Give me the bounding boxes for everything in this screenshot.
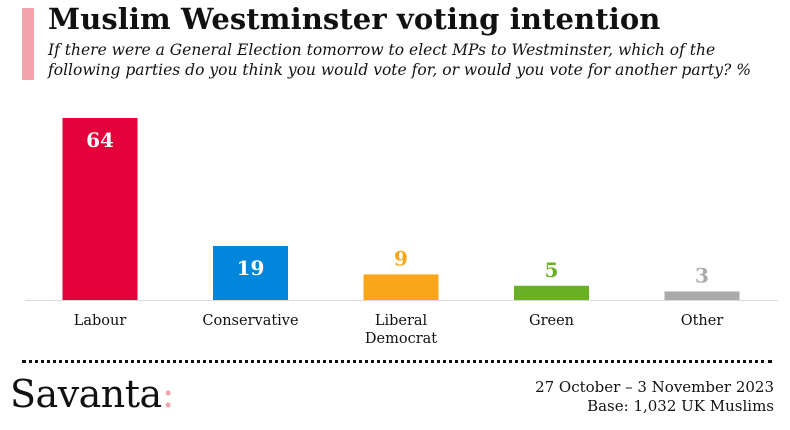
category-label-conservative: Conservative — [202, 313, 298, 329]
category-label-green: Green — [529, 313, 574, 329]
fieldwork-dates: 27 October – 3 November 2023 — [535, 378, 774, 396]
category-label-liberal-democrat: Liberal — [375, 313, 428, 329]
category-label-labour: Labour — [74, 313, 127, 329]
title-accent-bar — [22, 8, 34, 80]
data-label-other: 3 — [695, 263, 709, 287]
category-label-liberal-democrat: Democrat — [365, 331, 437, 347]
chart-subtitle: If there were a General Election tomorro… — [48, 41, 751, 79]
bar-conservative — [213, 245, 288, 300]
category-label-other: Other — [681, 313, 724, 329]
logo-colon: : — [161, 372, 175, 416]
footer-divider — [22, 360, 772, 363]
chart-title: Muslim Westminster voting intention — [48, 2, 661, 36]
data-label-liberal-democrat: 9 — [394, 246, 408, 270]
data-label-green: 5 — [545, 258, 559, 282]
data-label-labour: 64 — [86, 128, 114, 152]
logo-text: Savanta — [10, 372, 162, 416]
survey-meta: 27 October – 3 November 2023 Base: 1,032… — [535, 378, 774, 416]
bar-liberal-democrat — [363, 274, 439, 300]
data-label-conservative: 19 — [237, 256, 265, 280]
bar-labour — [62, 118, 138, 300]
sample-base: Base: 1,032 UK Muslims — [587, 397, 774, 415]
bar-chart: 64 Labour 19 Conservative 9 Liberal Democrat 5 G… — [25, 118, 778, 347]
bar-other — [664, 291, 740, 300]
bar-green — [514, 285, 589, 300]
savanta-logo: Savanta: — [10, 372, 175, 416]
